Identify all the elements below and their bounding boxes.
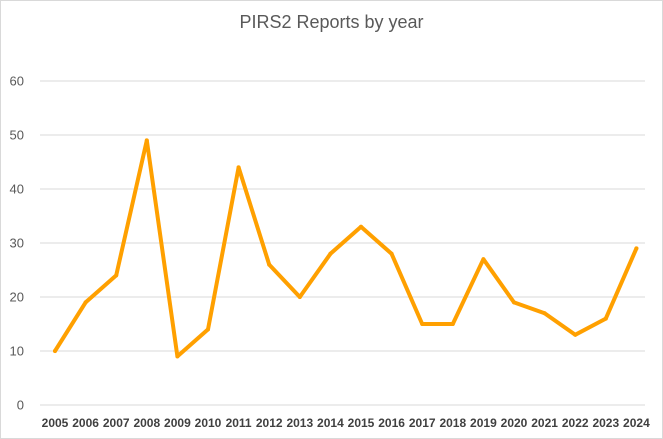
data-point bbox=[267, 262, 272, 267]
x-tick-label: 2020 bbox=[501, 416, 528, 430]
data-point bbox=[175, 354, 180, 359]
x-tick-label: 2009 bbox=[164, 416, 191, 430]
data-point bbox=[542, 311, 547, 316]
x-tick-label: 2017 bbox=[409, 416, 436, 430]
data-point bbox=[481, 257, 486, 262]
y-tick-label: 0 bbox=[17, 398, 24, 413]
y-tick-label: 30 bbox=[10, 236, 24, 251]
x-tick-label: 2011 bbox=[226, 416, 252, 430]
x-tick-label: 2021 bbox=[531, 416, 558, 430]
x-tick-label: 2022 bbox=[562, 416, 589, 430]
data-point bbox=[450, 322, 455, 326]
x-tick-label: 2005 bbox=[42, 416, 69, 430]
x-tick-label: 2006 bbox=[72, 416, 99, 430]
data-point bbox=[206, 327, 210, 332]
gridlines bbox=[40, 80, 645, 406]
x-tick-label: 2024 bbox=[623, 416, 650, 430]
data-point bbox=[144, 138, 149, 143]
x-tick-label: 2008 bbox=[133, 416, 160, 430]
x-tick-label: 2010 bbox=[195, 416, 222, 430]
data-point bbox=[236, 165, 241, 170]
x-tick-label: 2019 bbox=[470, 416, 497, 430]
x-tick-label: 2014 bbox=[317, 416, 344, 430]
y-tick-label: 40 bbox=[10, 182, 24, 197]
data-point bbox=[114, 273, 119, 278]
series-layer bbox=[53, 138, 639, 359]
x-tick-label: 2016 bbox=[378, 416, 405, 430]
data-point bbox=[359, 224, 363, 229]
y-tick-label: 50 bbox=[10, 128, 24, 143]
series-line bbox=[53, 138, 639, 359]
data-point bbox=[389, 251, 394, 256]
y-tick-label: 10 bbox=[10, 344, 24, 359]
data-point bbox=[328, 251, 333, 256]
x-axis-tick-labels: 2005 2006 2007 2008 2009 2010 2011 2012 2013 2014… bbox=[42, 416, 650, 430]
y-axis-tick-labels: 0 10 20 30 40 50 60 bbox=[10, 74, 24, 413]
data-point bbox=[297, 295, 302, 299]
y-tick-label: 20 bbox=[10, 290, 24, 305]
data-point bbox=[603, 316, 608, 321]
data-point bbox=[634, 246, 639, 251]
data-point bbox=[512, 300, 516, 305]
x-tick-label: 2023 bbox=[592, 416, 619, 430]
chart-title: PIRS2 Reports by year bbox=[239, 12, 424, 32]
data-point bbox=[573, 332, 578, 337]
x-tick-label: 2013 bbox=[286, 416, 313, 430]
data-point bbox=[53, 349, 57, 353]
y-tick-label: 60 bbox=[10, 74, 24, 89]
x-tick-label: 2018 bbox=[439, 416, 466, 430]
data-point bbox=[83, 300, 88, 305]
x-tick-label: 2012 bbox=[256, 416, 283, 430]
x-tick-label: 2007 bbox=[103, 416, 130, 430]
x-tick-label: 2015 bbox=[348, 416, 375, 430]
data-point bbox=[420, 322, 425, 326]
